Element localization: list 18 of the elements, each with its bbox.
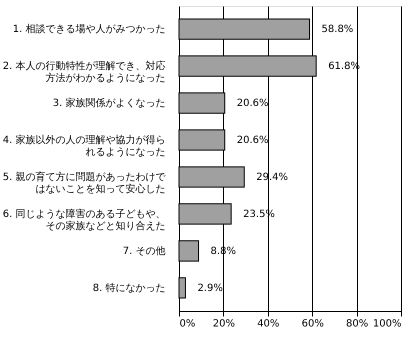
y-tick-label: 6. 同じような障害のある子どもや、その家族などと知り合えた	[2, 208, 166, 232]
data-label: 58.8%	[322, 24, 354, 36]
y-tick-label: 5. 親の育て方に問題があったわけではないことを知って安心した	[2, 170, 166, 195]
data-label: 20.6%	[236, 135, 269, 146]
y-tick-label: 4. 家族以外の人の理解や協力が得られるようになった	[2, 134, 166, 158]
x-tick-label: 100%	[372, 318, 402, 330]
x-tick-label: 40%	[257, 318, 280, 330]
y-tick-label: 3. 家族関係がよくなった	[52, 97, 166, 110]
x-tick-label: 0%	[180, 318, 196, 330]
y-tick-label: 2. 本人の行動特性が理解でき、対応方法がわかるようになった	[2, 60, 166, 84]
x-tick-label: 60%	[302, 318, 324, 330]
x-tick-label: 20%	[212, 318, 236, 330]
data-label: 20.6%	[236, 98, 269, 110]
data-label: 2.9%	[197, 282, 223, 294]
x-tick-label: 80%	[346, 318, 368, 330]
y-tick-label: 7. その他	[122, 244, 166, 257]
y-tick-label: 1. 相談できる場や人がみつかった	[12, 23, 166, 36]
y-tick-label: 8. 特になかった	[92, 282, 166, 294]
